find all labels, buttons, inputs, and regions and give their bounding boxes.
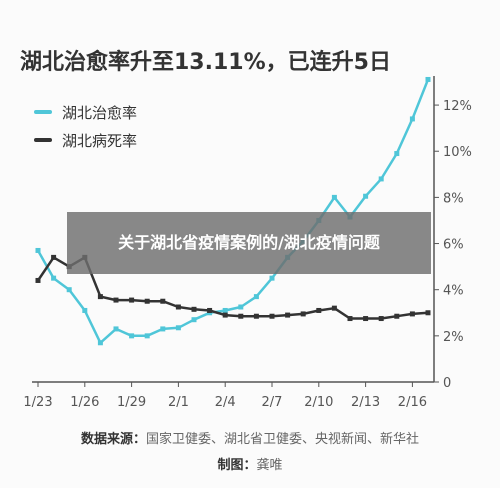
chart-credit-label: 制图： [217, 458, 257, 473]
series-point-0 [363, 193, 369, 199]
y-tick-label: 8% [443, 191, 464, 206]
series-point-1 [363, 316, 369, 322]
caption-overlay-text: 关于湖北省疫情案例的/湖北疫情问题 [118, 233, 380, 252]
series-point-1 [347, 316, 353, 322]
series-point-0 [378, 176, 384, 182]
series-point-1 [222, 312, 228, 318]
series-point-1 [378, 316, 384, 322]
x-tick-label: 2/16 [398, 395, 427, 410]
series-point-0 [97, 340, 103, 346]
y-tick-label: 6% [443, 238, 464, 253]
series-point-1 [113, 297, 119, 303]
series-point-0 [129, 333, 135, 339]
x-tick-label: 2/7 [262, 395, 283, 410]
series-point-1 [409, 311, 415, 317]
series-point-0 [331, 194, 337, 200]
y-tick-label: 10% [443, 145, 472, 160]
series-point-1 [425, 310, 431, 316]
series-point-0 [191, 317, 197, 323]
series-point-1 [97, 294, 103, 300]
series-point-1 [253, 313, 259, 319]
series-point-0 [35, 247, 41, 253]
data-source-text: 国家卫健委、湖北省卫健委、央视新闻、新华社 [146, 432, 420, 447]
series-point-1 [175, 304, 181, 310]
legend-label-cure: 湖北治愈率 [62, 103, 138, 122]
series-point-1 [191, 306, 197, 312]
chart-credit-text: 龚唯 [256, 458, 283, 473]
series-point-0 [425, 76, 431, 82]
series-point-0 [160, 326, 166, 332]
series-point-0 [269, 275, 275, 281]
x-tick-label: 2/10 [304, 395, 333, 410]
x-tick-label: 2/4 [215, 395, 236, 410]
legend-item-death: 湖北病死率 [34, 126, 137, 154]
series-line-1 [36, 256, 429, 320]
series-point-0 [222, 307, 228, 313]
series-point-1 [207, 307, 213, 313]
series-point-0 [144, 333, 150, 339]
x-tick-label: 1/26 [70, 395, 99, 410]
series-point-1 [316, 307, 322, 313]
series-point-1 [144, 298, 150, 304]
data-source-label: 数据来源： [80, 432, 146, 447]
series-point-1 [51, 254, 57, 260]
series-point-1 [394, 313, 400, 319]
y-tick-label: 2% [443, 330, 464, 345]
caption-overlay: 关于湖北省疫情案例的/湖北疫情问题 [67, 212, 431, 274]
y-tick-label: 4% [443, 284, 464, 299]
series-point-1 [300, 311, 306, 317]
data-source: 数据来源：国家卫健委、湖北省卫健委、央视新闻、新华社 [0, 428, 500, 447]
y-tick-label: 12% [443, 99, 472, 114]
series-point-0 [113, 326, 119, 332]
series-point-0 [82, 307, 88, 313]
series-point-0 [394, 151, 400, 157]
series-point-0 [175, 325, 181, 331]
legend-label-death: 湖北病死率 [62, 131, 138, 150]
y-tick-label: 0 [443, 376, 451, 391]
series-point-1 [238, 313, 244, 319]
series-point-0 [66, 287, 72, 293]
series-point-0 [253, 294, 259, 300]
series-point-0 [238, 304, 244, 310]
series-point-1 [331, 305, 337, 311]
series-point-1 [160, 298, 166, 304]
x-tick-label: 1/29 [117, 395, 146, 410]
legend-swatch-death [34, 138, 52, 142]
chart-title: 湖北治愈率升至13.11%，已连升5日 [20, 50, 391, 75]
x-tick-label: 1/23 [23, 395, 52, 410]
x-tick-label: 2/13 [351, 395, 380, 410]
series-point-1 [285, 312, 291, 318]
legend-swatch-cure [34, 110, 52, 114]
series-line-0 [36, 79, 430, 345]
chart-legend: 湖北治愈率 湖北病死率 [34, 98, 137, 154]
series-point-1 [269, 313, 275, 319]
series-point-1 [129, 297, 135, 303]
series-point-0 [409, 116, 415, 122]
series-point-0 [51, 275, 57, 281]
series-point-1 [35, 277, 41, 283]
legend-item-cure: 湖北治愈率 [34, 98, 137, 126]
x-tick-label: 2/1 [168, 395, 189, 410]
chart-credit: 制图：龚唯 [0, 454, 500, 473]
